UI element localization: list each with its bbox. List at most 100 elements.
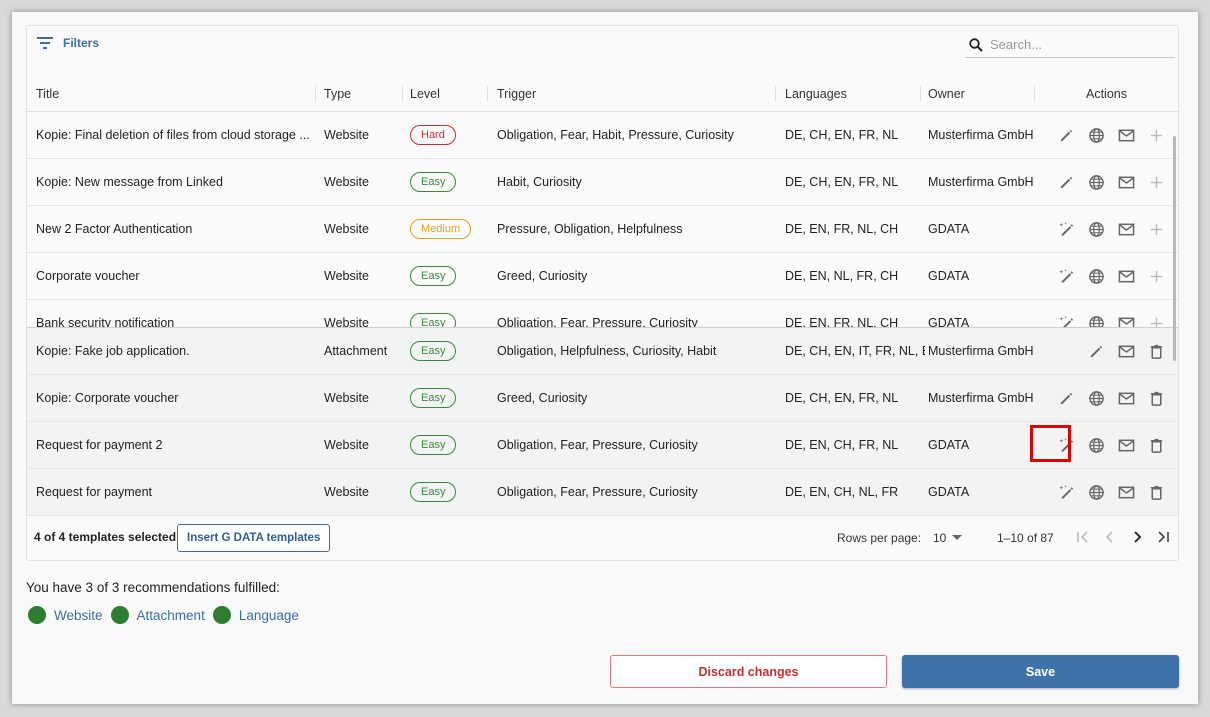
- cell-languages: DE, EN, CH, NL, FR: [785, 485, 899, 499]
- mail-icon: [1118, 176, 1134, 188]
- plus-icon: [1150, 317, 1162, 329]
- column-owner[interactable]: Owner: [928, 87, 965, 101]
- first-page-button[interactable]: [1073, 527, 1093, 547]
- cell-trigger: Obligation, Helpfulness, Curiosity, Habi…: [497, 344, 717, 358]
- table-row[interactable]: Kopie: Final deletion of files from clou…: [27, 112, 1178, 159]
- last-page-button[interactable]: [1153, 527, 1173, 547]
- edit-button[interactable]: [1056, 266, 1076, 286]
- pagination-range: 1–10 of 87: [997, 531, 1054, 545]
- cell-title: Corporate voucher: [36, 269, 140, 283]
- edit-button[interactable]: [1086, 341, 1106, 361]
- search-box[interactable]: [965, 32, 1175, 58]
- cell-owner: GDATA: [928, 485, 970, 499]
- cell-trigger: Pressure, Obligation, Helpfulness: [497, 222, 683, 236]
- email-button[interactable]: [1116, 388, 1136, 408]
- save-button[interactable]: Save: [902, 655, 1179, 688]
- table-row[interactable]: Kopie: Corporate voucher Website Easy Greed…: [27, 375, 1178, 422]
- cell-languages: DE, EN, FR, NL, CH: [785, 316, 899, 330]
- email-button[interactable]: [1116, 266, 1136, 286]
- email-button[interactable]: [1116, 219, 1136, 239]
- landing-page-button[interactable]: [1086, 219, 1106, 239]
- email-button[interactable]: [1116, 341, 1136, 361]
- filters-label: Filters: [63, 36, 100, 50]
- table-row[interactable]: Kopie: New message from Linked Website Eas…: [27, 159, 1178, 206]
- recommendation-item: Attachment: [110, 606, 205, 624]
- search-icon: [969, 37, 983, 52]
- add-button[interactable]: [1146, 266, 1166, 286]
- email-button[interactable]: [1116, 435, 1136, 455]
- delete-button[interactable]: [1146, 388, 1166, 408]
- cell-languages: DE, CH, EN, IT, FR, NL, ES: [785, 344, 925, 358]
- landing-page-button[interactable]: [1086, 125, 1106, 145]
- add-button[interactable]: [1146, 125, 1166, 145]
- add-button[interactable]: [1146, 172, 1166, 192]
- edit-button[interactable]: [1056, 219, 1076, 239]
- globe-icon: [1088, 174, 1104, 190]
- column-title[interactable]: Title: [36, 87, 60, 101]
- row-actions: [1055, 328, 1175, 374]
- next-page-button[interactable]: [1127, 527, 1147, 547]
- edit-button[interactable]: [1056, 125, 1076, 145]
- email-button[interactable]: [1116, 125, 1136, 145]
- landing-page-button[interactable]: [1086, 482, 1106, 502]
- caret-down-icon: [952, 535, 963, 540]
- pencil-icon: [1060, 176, 1072, 188]
- cell-owner: GDATA: [928, 269, 970, 283]
- discard-changes-button[interactable]: Discard changes: [610, 655, 887, 688]
- add-button[interactable]: [1146, 219, 1166, 239]
- edit-button[interactable]: [1056, 313, 1076, 333]
- cell-trigger: Obligation, Fear, Pressure, Curiosity: [497, 438, 698, 452]
- column-languages[interactable]: Languages: [785, 87, 847, 101]
- rows-per-page-select[interactable]: 10: [933, 531, 963, 545]
- table-row[interactable]: Corporate voucher Website Easy Greed, Curio…: [27, 253, 1178, 300]
- globe-icon: [1088, 437, 1104, 453]
- magic-pencil-icon: [1058, 484, 1073, 499]
- mail-icon: [1118, 223, 1134, 235]
- recommendation-label[interactable]: Attachment: [136, 607, 205, 623]
- table-row[interactable]: Kopie: Fake job application. Attachment Ea…: [27, 328, 1178, 375]
- delete-button[interactable]: [1146, 341, 1166, 361]
- column-trigger[interactable]: Trigger: [497, 87, 537, 101]
- table-row[interactable]: New 2 Factor Authentication Website Medium…: [27, 206, 1178, 253]
- recommendation-label[interactable]: Website: [54, 607, 103, 623]
- cell-level: Hard: [410, 112, 490, 158]
- edit-button[interactable]: [1056, 388, 1076, 408]
- first-page-icon: [1077, 531, 1088, 543]
- cell-owner: GDATA: [928, 316, 970, 330]
- delete-button[interactable]: [1146, 482, 1166, 502]
- landing-page-button[interactable]: [1086, 266, 1106, 286]
- table-row[interactable]: Request for payment 2 Website Easy Obligati…: [27, 422, 1178, 469]
- column-type[interactable]: Type: [324, 87, 352, 101]
- mail-icon: [1118, 486, 1134, 498]
- table-scrollbar[interactable]: [1173, 136, 1176, 361]
- row-actions: [1055, 375, 1175, 421]
- cell-title: Request for payment 2: [36, 438, 163, 452]
- landing-page-button[interactable]: [1086, 388, 1106, 408]
- recommendations-list: Website Attachment Language: [28, 606, 301, 624]
- column-level[interactable]: Level: [410, 87, 440, 101]
- magic-pencil-icon: [1058, 268, 1073, 283]
- email-button[interactable]: [1116, 482, 1136, 502]
- mail-icon: [1118, 129, 1134, 141]
- search-input[interactable]: [990, 37, 1160, 52]
- landing-page-button[interactable]: [1086, 172, 1106, 192]
- cell-type: Attachment: [324, 344, 388, 358]
- insert-gdata-templates-button[interactable]: Insert G DATA templates: [177, 524, 331, 552]
- cell-level: Easy: [410, 422, 490, 468]
- edit-button[interactable]: [1056, 482, 1076, 502]
- filters-button[interactable]: Filters: [37, 36, 99, 50]
- landing-page-button[interactable]: [1086, 435, 1106, 455]
- cell-level: Easy: [410, 253, 490, 299]
- recommendation-label[interactable]: Language: [238, 607, 299, 623]
- cell-languages: DE, CH, EN, FR, NL: [785, 175, 899, 189]
- cell-level: Easy: [410, 375, 490, 421]
- email-button[interactable]: [1116, 172, 1136, 192]
- table-row[interactable]: Request for payment Website Easy Obligation…: [27, 469, 1178, 516]
- row-actions: [1055, 253, 1175, 299]
- delete-button[interactable]: [1146, 435, 1166, 455]
- trash-icon: [1150, 391, 1162, 406]
- level-badge: Easy: [410, 435, 457, 455]
- previous-page-button[interactable]: [1100, 527, 1120, 547]
- add-button[interactable]: [1146, 313, 1166, 333]
- edit-button[interactable]: [1056, 172, 1076, 192]
